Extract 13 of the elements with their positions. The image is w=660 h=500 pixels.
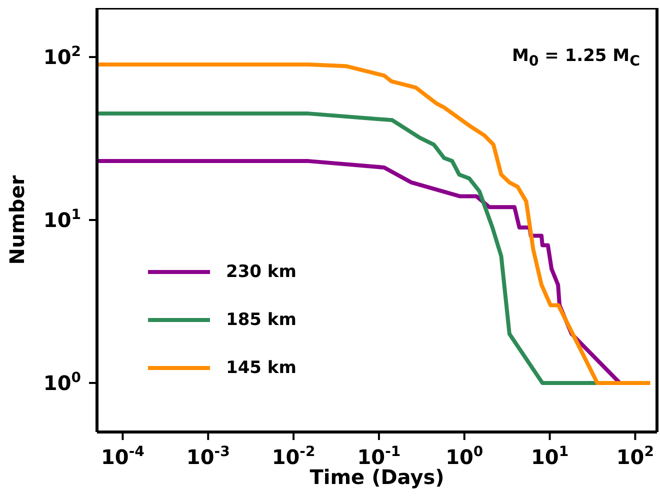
- y-tick-label: 10$^{0}$: [43, 370, 82, 395]
- legend-label: 230 km: [226, 262, 296, 282]
- y-tick-label: 10$^{2}$: [43, 44, 81, 70]
- x-tick-label: 10$^{2}$: [616, 444, 654, 469]
- legend-label: 185 km: [226, 310, 296, 330]
- legend-label: 145 km: [226, 358, 296, 378]
- y-tick-label: 10$^{1}$: [43, 207, 81, 232]
- x-tick-label: 10$^{0}$: [446, 444, 484, 469]
- x-tick-label: 10$^{-4}$: [101, 444, 145, 469]
- annotation: M$_{0}$ = 1.25 M$_{C}$: [512, 46, 640, 70]
- x-tick-label: 10$^{-3}$: [186, 444, 230, 469]
- y-axis-title: Number: [5, 175, 30, 265]
- x-tick-label: 10$^{1}$: [530, 444, 569, 469]
